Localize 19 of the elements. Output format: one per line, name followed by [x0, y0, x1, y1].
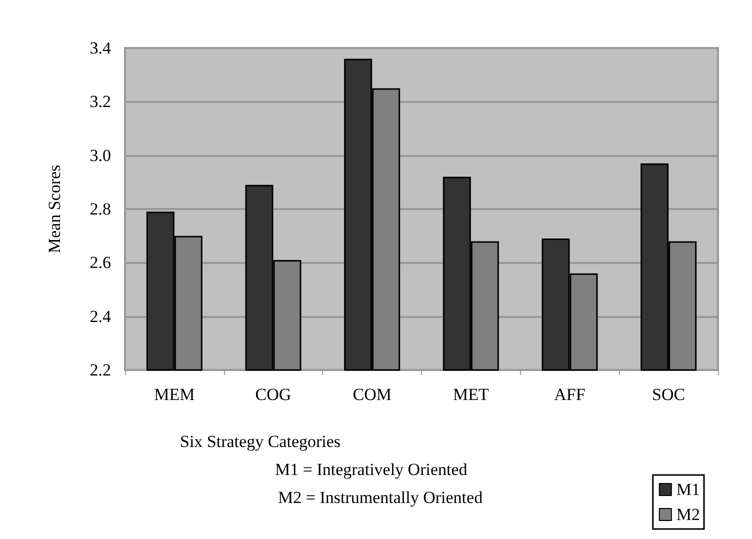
text: M2 = Instrumentally Oriented: [278, 488, 484, 507]
y-axis-title: Mean Scores: [45, 164, 64, 254]
y-tick-label: 2.2: [90, 360, 111, 380]
x-tick-label: MET: [452, 385, 490, 404]
x-tick-label: SOC: [652, 385, 686, 404]
y-tick-label: 2.4: [90, 306, 112, 326]
x-tick-label: MEM: [154, 385, 195, 404]
legend-label: M2: [676, 505, 700, 524]
y-tick-label: 2.8: [90, 200, 111, 218]
y-tick-label: 3.0: [90, 146, 111, 165]
y-tick-label: 3.4: [90, 38, 112, 58]
legend-label: M1: [676, 480, 700, 499]
text: M1 = Integratively Oriented: [275, 460, 468, 479]
y-tick-label: 3.2: [90, 92, 111, 112]
x-tick-label: COG: [255, 385, 292, 404]
x-axis-title: Six Strategy Categories: [180, 432, 341, 451]
y-tick-label: 2.6: [90, 253, 111, 272]
x-tick-label: COM: [352, 385, 392, 404]
x-tick-label: AFF: [554, 385, 586, 404]
